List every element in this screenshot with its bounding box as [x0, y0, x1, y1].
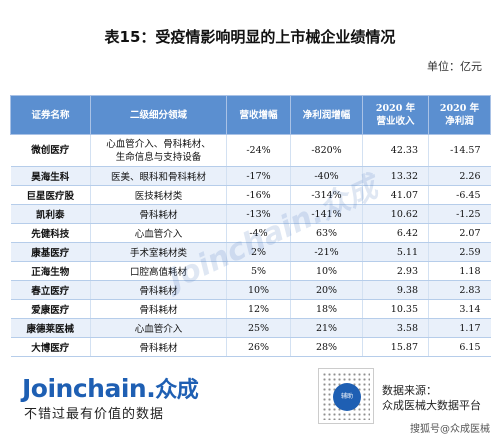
- table-cell: 10.62: [362, 204, 429, 224]
- table-row: 爱康医疗 骨科耗材 12% 18% 10.35 3.14: [10, 299, 491, 319]
- table-cell: 28%: [290, 337, 363, 357]
- header-cell: 二级细分领域: [90, 95, 227, 135]
- table-cell: 1.17: [428, 318, 491, 338]
- table-cell: 2.26: [428, 166, 491, 186]
- table-cell: -1.25: [428, 204, 491, 224]
- table-cell: -141%: [290, 204, 363, 224]
- table-cell: 2.59: [428, 242, 491, 262]
- table-cell: -24%: [226, 134, 291, 167]
- header-cell: 证券名称: [10, 95, 91, 135]
- qr-code-icon: 辅助: [318, 368, 374, 424]
- table-cell: 心血管介入、骨科耗材、 生命信息与支持设备: [90, 134, 227, 167]
- table-cell: -4%: [226, 223, 291, 243]
- table-cell: -40%: [290, 166, 363, 186]
- table-cell: 25%: [226, 318, 291, 338]
- security-name-cell: 巨星医疗股: [10, 185, 91, 205]
- table-cell: -14.57: [428, 134, 491, 167]
- performance-table: 证券名称 二级细分领域 营收增幅 净利润增幅 2020 年营业收入 2020 年…: [10, 95, 491, 357]
- footer: [0, 360, 500, 439]
- table-row: 微创医疗 心血管介入、骨科耗材、 生命信息与支持设备 -24% -820% 42.33 -1…: [10, 134, 491, 167]
- table-cell: 10%: [290, 261, 363, 281]
- table-cell: 骨科耗材: [90, 204, 227, 224]
- table-cell: -17%: [226, 166, 291, 186]
- table-cell: 2.83: [428, 280, 491, 300]
- table-cell: 26%: [226, 337, 291, 357]
- table-cell: 5%: [226, 261, 291, 281]
- header-cell: 2020 年净利润: [428, 95, 491, 135]
- table-cell: 41.07: [362, 185, 429, 205]
- table-cell: 12%: [226, 299, 291, 319]
- table-row: 康基医疗 手术室耗材类 2% -21% 5.11 2.59: [10, 242, 491, 262]
- table-row: 正海生物 口腔高值耗材 5% 10% 2.93 1.18: [10, 261, 491, 281]
- security-name-cell: 凯利泰: [10, 204, 91, 224]
- table-cell: 骨科耗材: [90, 337, 227, 357]
- table-cell: 口腔高值耗材: [90, 261, 227, 281]
- table-cell: -13%: [226, 204, 291, 224]
- security-name-cell: 康基医疗: [10, 242, 91, 262]
- table-cell: 骨科耗材: [90, 280, 227, 300]
- table-cell: 9.38: [362, 280, 429, 300]
- table-body: 微创医疗 心血管介入、骨科耗材、 生命信息与支持设备 -24% -820% 42.33 -1…: [10, 134, 491, 357]
- security-name-cell: 春立医疗: [10, 280, 91, 300]
- table-header: 证券名称 二级细分领域 营收增幅 净利润增幅 2020 年营业收入 2020 年…: [10, 95, 491, 135]
- slogan: 不错过最有价值的数据: [24, 407, 165, 422]
- table-cell: 13.32: [362, 166, 429, 186]
- security-name-cell: 正海生物: [10, 261, 91, 281]
- table-cell: 2.93: [362, 261, 429, 281]
- table-row: 春立医疗 骨科耗材 10% 20% 9.38 2.83: [10, 280, 491, 300]
- security-name-cell: 先健科技: [10, 223, 91, 243]
- table-cell: 骨科耗材: [90, 299, 227, 319]
- header-cell: 营收增幅: [226, 95, 291, 135]
- table-cell: 6.42: [362, 223, 429, 243]
- qr-center-badge: 辅助: [333, 383, 361, 411]
- table-cell: 10.35: [362, 299, 429, 319]
- table-row: 大博医疗 骨科耗材 26% 28% 15.87 6.15: [10, 337, 491, 357]
- table-cell: 15.87: [362, 337, 429, 357]
- table-cell: 医美、眼科和骨科耗材: [90, 166, 227, 186]
- table-cell: 3.14: [428, 299, 491, 319]
- table-cell: -21%: [290, 242, 363, 262]
- table-cell: 63%: [290, 223, 363, 243]
- table-cell: -16%: [226, 185, 291, 205]
- security-name-cell: 微创医疗: [10, 134, 91, 167]
- header-cell: 净利润增幅: [290, 95, 363, 135]
- page-title: 表15：受疫情影响明显的上市械企业绩情况: [104, 28, 396, 46]
- table-cell: 20%: [290, 280, 363, 300]
- table-cell: 6.15: [428, 337, 491, 357]
- table-cell: 18%: [290, 299, 363, 319]
- table-cell: 10%: [226, 280, 291, 300]
- table-cell: -6.45: [428, 185, 491, 205]
- table-row: 康德莱医械 心血管介入 25% 21% 3.58 1.17: [10, 318, 491, 338]
- brand-logo: Joinchain.众成: [22, 372, 199, 404]
- source-value: 众成医械大数据平台: [382, 399, 481, 412]
- table-cell: 42.33: [362, 134, 429, 167]
- table-cell: 心血管介入: [90, 223, 227, 243]
- table-cell: 1.18: [428, 261, 491, 281]
- logo-en: Joinchain.: [22, 374, 156, 403]
- table-row: 凯利泰 骨科耗材 -13% -141% 10.62 -1.25: [10, 204, 491, 224]
- table-cell: 21%: [290, 318, 363, 338]
- table-cell: 心血管介入: [90, 318, 227, 338]
- security-name-cell: 爱康医疗: [10, 299, 91, 319]
- table-cell: 医技耗材类: [90, 185, 227, 205]
- security-name-cell: 昊海生科: [10, 166, 91, 186]
- logo-cn: 众成: [155, 378, 199, 403]
- table-cell: 2%: [226, 242, 291, 262]
- table-row: 昊海生科 医美、眼科和骨科耗材 -17% -40% 13.32 2.26: [10, 166, 491, 186]
- table-cell: -314%: [290, 185, 363, 205]
- table-row: 先健科技 心血管介入 -4% 63% 6.42 2.07: [10, 223, 491, 243]
- table-cell: 手术室耗材类: [90, 242, 227, 262]
- credit-text: 搜狐号@众成医械: [410, 424, 490, 435]
- table-cell: -820%: [290, 134, 363, 167]
- source-label: 数据来源：: [382, 384, 437, 397]
- header-cell: 2020 年营业收入: [362, 95, 429, 135]
- security-name-cell: 大博医疗: [10, 337, 91, 357]
- security-name-cell: 康德莱医械: [10, 318, 91, 338]
- table-cell: 3.58: [362, 318, 429, 338]
- table-cell: 5.11: [362, 242, 429, 262]
- unit-label: 单位：亿元: [427, 60, 482, 73]
- table-row: 巨星医疗股 医技耗材类 -16% -314% 41.07 -6.45: [10, 185, 491, 205]
- table-cell: 2.07: [428, 223, 491, 243]
